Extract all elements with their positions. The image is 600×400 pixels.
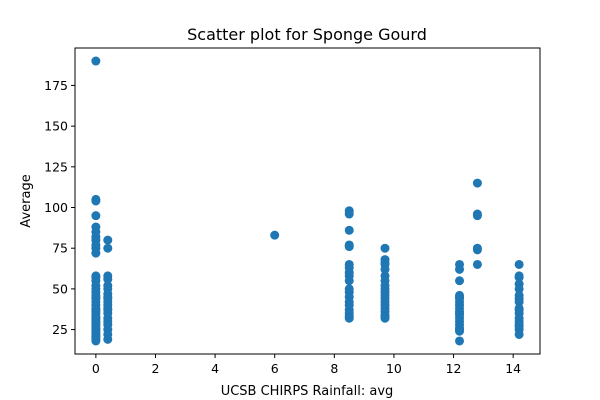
y-tick-label: 150	[44, 119, 68, 134]
data-point	[455, 264, 465, 274]
data-point	[380, 243, 390, 253]
data-point	[270, 230, 280, 240]
data-point	[91, 305, 101, 315]
plot-area-frame	[74, 47, 541, 355]
x-tick-label: 14	[505, 361, 521, 376]
data-point	[472, 245, 482, 255]
data-point	[344, 225, 354, 235]
x-tick-label: 8	[330, 361, 338, 376]
data-point	[103, 316, 113, 326]
data-point	[91, 292, 101, 302]
data-point	[514, 284, 524, 294]
data-point	[455, 326, 465, 336]
data-point	[91, 196, 101, 206]
data-point	[103, 303, 113, 313]
y-tick-label: 50	[52, 281, 68, 296]
data-points	[91, 56, 524, 346]
x-tick-label: 12	[446, 361, 462, 376]
y-tick-label: 100	[44, 200, 68, 215]
x-tick-label: 6	[271, 361, 279, 376]
data-point	[514, 259, 524, 269]
data-point	[514, 273, 524, 282]
data-point	[472, 178, 482, 188]
data-point	[91, 336, 101, 346]
data-point	[472, 259, 482, 269]
data-point	[344, 209, 354, 219]
chart-title: Scatter plot for Sponge Gourd	[187, 25, 427, 44]
y-tick-label: 125	[44, 159, 68, 174]
data-point	[103, 274, 113, 284]
data-point	[91, 211, 101, 221]
data-point	[514, 297, 524, 307]
data-point	[380, 264, 390, 274]
data-point	[91, 56, 101, 66]
data-point	[91, 315, 101, 325]
data-point	[344, 313, 354, 323]
y-axis-ticks: 25 50 75 100 125 150 175	[44, 78, 75, 337]
y-tick-label: 75	[52, 241, 68, 256]
data-point	[472, 211, 482, 221]
data-point	[344, 268, 354, 278]
data-point	[455, 276, 465, 286]
data-point	[344, 242, 354, 252]
x-tick-label: 0	[92, 361, 100, 376]
x-tick-label: 10	[386, 361, 402, 376]
x-tick-label: 4	[211, 361, 219, 376]
data-point	[103, 334, 113, 344]
data-point	[344, 300, 354, 310]
data-point	[344, 276, 354, 286]
y-tick-label: 175	[44, 78, 68, 93]
data-point	[103, 243, 113, 253]
data-point	[514, 329, 524, 339]
data-point	[103, 235, 113, 245]
y-tick-label: 25	[52, 322, 68, 337]
y-axis-label: Average	[19, 174, 34, 227]
data-point	[103, 294, 113, 304]
data-point	[380, 313, 390, 323]
data-point	[455, 336, 465, 346]
data-point	[91, 248, 101, 258]
x-tick-label: 2	[152, 361, 160, 376]
x-axis-ticks: 0 2 4 6 8 10 12 14	[92, 354, 521, 376]
data-point	[455, 308, 465, 318]
data-point	[91, 321, 101, 331]
x-axis-label: UCSB CHIRPS Rainfall: avg	[221, 384, 394, 399]
